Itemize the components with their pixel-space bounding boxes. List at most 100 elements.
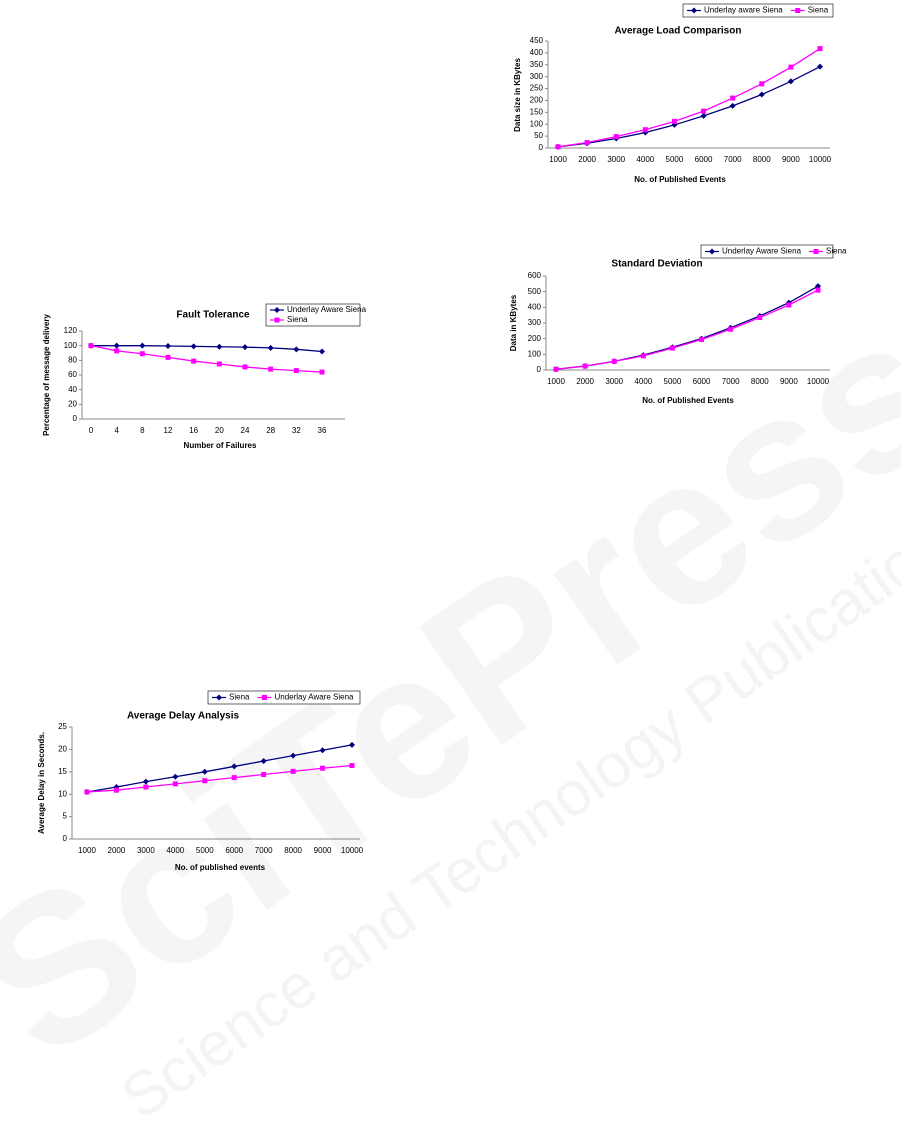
watermark: SciTePress Science and Technology Public… [0,269,901,1132]
marker [669,345,675,351]
y-tick-label: 400 [530,48,544,57]
marker [584,140,590,146]
marker [274,307,280,313]
legend [700,244,834,259]
marker [172,781,178,787]
marker [730,95,736,101]
x-tick-label: 3000 [607,155,625,164]
y-tick-label: 300 [530,72,544,81]
marker [165,354,171,360]
y-tick-label: 5 [63,812,68,821]
marker [293,346,300,353]
marker [642,127,648,133]
marker [582,363,588,369]
marker [267,344,274,351]
marker [319,348,325,355]
marker [700,112,707,119]
marker [172,773,179,780]
x-tick-label: 4 [114,426,119,435]
y-tick-label: 200 [528,334,542,343]
y-tick-label: 20 [58,745,67,754]
chart: Average Load Comparison 0 50 100 150 200 250 30… [513,3,834,184]
x-tick-label: 2000 [108,846,126,855]
marker [268,366,274,372]
marker [611,358,617,364]
x-tick-label: 24 [241,426,250,435]
x-tick-label: 6000 [695,155,713,164]
y-axis-label: Data size in KBytes [513,58,522,132]
y-tick-label: 250 [530,84,544,93]
x-tick-label: 3000 [137,846,155,855]
chart: Average Delay Analysis 0 5 10 15 20 25 1000 2000… [37,690,364,872]
x-axis-label: No. of published events [175,863,266,872]
x-tick-label: 6000 [693,377,711,386]
series-line [91,345,323,353]
y-tick-label: 350 [530,60,544,69]
x-tick-label: 8000 [751,377,769,386]
legend-label: Siena [826,247,847,256]
marker [216,343,223,350]
y-tick-label: 0 [539,143,544,152]
marker [242,344,248,351]
chart-title: Standard Deviation [611,259,702,270]
x-tick-label: 5000 [666,155,684,164]
y-axis-label: Percentage of message delivery [42,314,51,436]
x-tick-label: 9000 [782,155,800,164]
chart-title: Fault Tolerance [176,310,250,321]
series-line [90,345,323,373]
marker [795,8,801,13]
marker [349,741,355,748]
marker [231,775,237,781]
x-tick-label: 28 [266,426,275,435]
marker [113,342,120,349]
marker [190,343,197,350]
y-tick-label: 300 [528,318,542,327]
x-tick-label: 10000 [341,846,364,855]
marker [758,91,765,98]
marker [699,336,705,342]
y-tick-label: 10 [58,789,67,798]
x-tick-label: 2000 [576,377,594,386]
marker [88,343,94,349]
marker [261,771,267,777]
x-tick-label: 36 [318,426,327,435]
marker [201,768,208,775]
legend-label: Siena [287,315,308,324]
marker [231,763,238,770]
marker [319,369,325,375]
marker [817,46,823,52]
x-tick-label: 7000 [255,846,273,855]
marker [261,695,267,700]
x-axis-label: No. of Published Events [634,175,726,184]
x-tick-label: 16 [189,426,198,435]
marker [709,248,715,255]
legend [682,3,834,18]
y-tick-label: 150 [530,107,544,116]
legend-label: Siena [808,6,829,15]
y-tick-label: 50 [534,131,543,140]
marker [260,758,267,765]
x-tick-label: 10000 [807,377,830,386]
y-tick-label: 25 [58,722,67,731]
marker [701,108,707,114]
legend-label: Underlay aware Siena [704,6,783,15]
marker [274,317,280,323]
y-tick-label: 40 [68,385,77,394]
marker [293,368,299,374]
y-tick-label: 200 [530,96,544,105]
y-tick-label: 0 [537,365,542,374]
chart-title: Average Load Comparison [615,26,742,37]
marker [787,78,794,85]
marker [613,134,619,140]
marker [142,778,149,785]
chart: Standard Deviation 0 100 200 300 400 500 600 100… [509,244,847,405]
marker [729,102,736,109]
y-tick-label: 80 [68,355,77,364]
x-tick-label: 8 [140,426,145,435]
y-tick-label: 100 [528,349,542,358]
marker [349,763,355,769]
series-line [557,66,821,148]
x-tick-label: 8000 [753,155,771,164]
marker [165,343,171,350]
x-tick-label: 12 [164,426,173,435]
